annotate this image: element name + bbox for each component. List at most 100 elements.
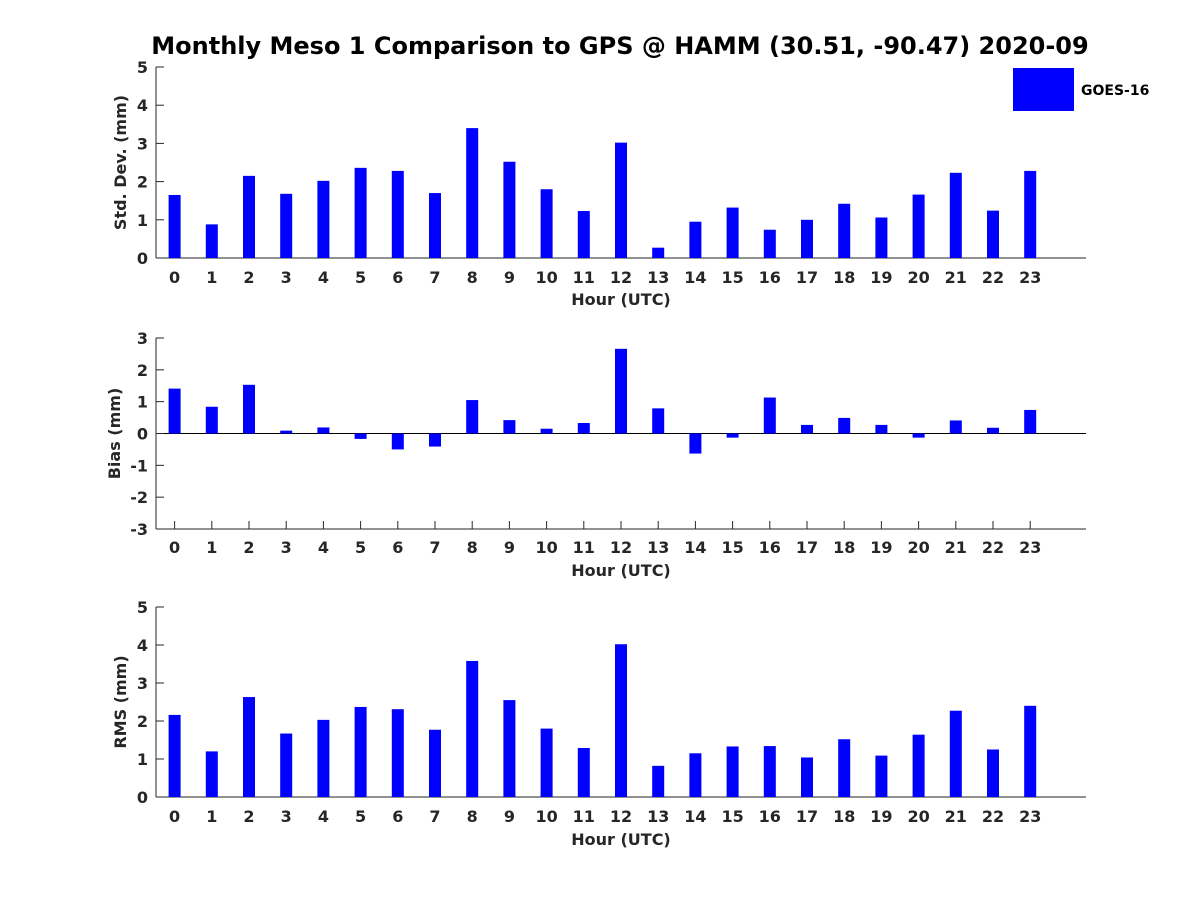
bar-hour-8 [466, 400, 479, 434]
y-tick-label: 4 [137, 636, 148, 655]
bar-hour-4 [317, 180, 330, 258]
y-tick-label: 3 [137, 674, 148, 693]
x-tick-label: 15 [721, 268, 743, 287]
x-tick-label: 22 [982, 807, 1004, 826]
x-tick-label: 0 [169, 538, 180, 557]
bar-hour-21 [949, 710, 962, 797]
bar-hour-20 [912, 194, 925, 258]
bar-hour-2 [243, 384, 255, 434]
x-tick-label: 22 [982, 268, 1004, 287]
bar-hour-11 [577, 747, 590, 797]
x-tick-label: 17 [796, 538, 818, 557]
bar-hour-14 [689, 433, 702, 454]
x-tick-label: 7 [429, 807, 440, 826]
bar-hour-23 [1024, 409, 1037, 434]
bar-hour-9 [503, 161, 516, 258]
bar-hour-4 [317, 427, 330, 434]
bar-hour-23 [1024, 170, 1037, 258]
x-tick-label: 4 [318, 268, 329, 287]
x-tick-label: 10 [535, 538, 557, 557]
y-tick-label: 2 [137, 173, 148, 192]
x-tick-label: 20 [907, 807, 929, 826]
bar-hour-22 [987, 749, 999, 797]
bar-hour-6 [391, 433, 404, 450]
bar-hour-18 [838, 739, 851, 797]
x-tick-label: 2 [243, 538, 254, 557]
bar-hour-14 [689, 753, 702, 797]
x-tick-label: 13 [647, 538, 669, 557]
bar-hour-16 [763, 746, 776, 797]
bar-hour-9 [503, 700, 516, 797]
bar-hour-3 [280, 733, 293, 797]
x-tick-label: 7 [429, 268, 440, 287]
bar-hour-21 [949, 172, 962, 258]
x-tick-label: 8 [467, 538, 478, 557]
bar-hour-15 [726, 746, 739, 797]
bar-hour-3 [280, 430, 293, 434]
x-tick-label: 13 [647, 268, 669, 287]
x-tick-label: 8 [467, 268, 478, 287]
x-tick-label: 9 [504, 268, 515, 287]
y-tick-label: 0 [137, 788, 148, 807]
x-tick-label: 0 [169, 268, 180, 287]
x-tick-label: 20 [907, 268, 929, 287]
x-tick-label: 3 [281, 268, 292, 287]
x-tick-label: 12 [610, 268, 632, 287]
x-tick-label: 14 [684, 538, 706, 557]
bar-hour-13 [652, 408, 665, 434]
bar-hour-6 [391, 170, 404, 258]
y-axis-label: Std. Dev. (mm) [111, 95, 130, 230]
bar-hour-15 [726, 207, 739, 258]
bar-hour-14 [689, 221, 702, 258]
bar-hour-10 [540, 428, 553, 434]
x-tick-label: 11 [573, 538, 595, 557]
bar-hour-20 [912, 734, 925, 797]
x-tick-label: 1 [206, 807, 217, 826]
bar-hour-3 [280, 193, 293, 258]
bar-hour-2 [243, 175, 255, 258]
x-axis-label: Hour (UTC) [571, 561, 671, 580]
bar-hour-13 [652, 247, 665, 258]
y-tick-label: 0 [137, 249, 148, 268]
x-tick-label: 3 [281, 807, 292, 826]
x-tick-label: 21 [945, 268, 967, 287]
x-tick-label: 18 [833, 807, 855, 826]
bar-hour-10 [540, 189, 553, 258]
x-tick-label: 4 [318, 807, 329, 826]
bar-hour-12 [615, 348, 627, 434]
bar-hour-17 [801, 219, 813, 258]
bar-hour-4 [317, 719, 330, 797]
y-axis-label: Bias (mm) [105, 388, 124, 480]
x-tick-label: 5 [355, 807, 366, 826]
x-tick-label: 2 [243, 268, 254, 287]
x-tick-label: 21 [945, 538, 967, 557]
bar-hour-16 [763, 397, 776, 434]
bar-hour-13 [652, 765, 665, 797]
y-tick-label: 5 [137, 598, 148, 617]
x-tick-label: 23 [1019, 268, 1041, 287]
x-tick-label: 11 [573, 807, 595, 826]
y-tick-label: 2 [137, 361, 148, 380]
x-tick-label: 8 [467, 807, 478, 826]
x-tick-label: 23 [1019, 538, 1041, 557]
x-tick-label: 4 [318, 538, 329, 557]
x-tick-label: 17 [796, 268, 818, 287]
y-tick-label: 1 [137, 750, 148, 769]
x-tick-label: 12 [610, 538, 632, 557]
x-tick-label: 15 [721, 807, 743, 826]
bar-hour-19 [875, 755, 888, 797]
bar-hour-16 [763, 229, 776, 258]
x-tick-label: 9 [504, 807, 515, 826]
x-tick-label: 16 [759, 807, 781, 826]
x-tick-label: 5 [355, 538, 366, 557]
y-tick-label: 1 [137, 393, 148, 412]
x-tick-label: 22 [982, 538, 1004, 557]
x-tick-label: 2 [243, 807, 254, 826]
bar-hour-18 [838, 203, 851, 258]
bar-hour-17 [801, 757, 813, 797]
x-tick-label: 9 [504, 538, 515, 557]
